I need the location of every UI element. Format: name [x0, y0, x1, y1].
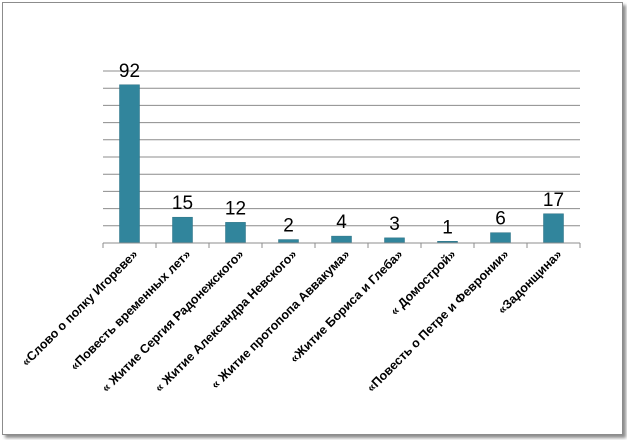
bars [119, 84, 564, 244]
value-label: 6 [495, 209, 506, 230]
value-label: 92 [119, 61, 140, 82]
bar-chart: 92 15 12 2 4 3 1 6 17 «Слово о полку Игореве»«По… [19, 61, 581, 395]
value-label: 2 [283, 216, 294, 237]
x-axis [102, 242, 581, 248]
bar [225, 222, 246, 244]
value-label: 4 [336, 212, 347, 233]
value-label: 12 [225, 198, 246, 219]
bar [384, 237, 405, 244]
bar [490, 232, 511, 244]
category-labels: «Слово о полку Игореве»«Повесть временны… [19, 247, 565, 395]
chart-frame: 92 15 12 2 4 3 1 6 17 «Слово о полку Игореве» «По… [2, 2, 623, 435]
gridlines [103, 70, 580, 227]
bar [172, 216, 193, 244]
bar [119, 84, 140, 244]
bar [331, 235, 352, 244]
value-label: 3 [389, 214, 400, 235]
bar [543, 213, 564, 244]
value-label: 17 [543, 190, 564, 211]
value-label: 15 [172, 193, 193, 214]
bar [278, 239, 299, 244]
category-label: «Житие Бориса и Глеба» [287, 247, 405, 365]
value-label: 1 [442, 217, 453, 238]
value-labels: 92 15 12 2 4 3 1 6 17 [119, 61, 564, 239]
